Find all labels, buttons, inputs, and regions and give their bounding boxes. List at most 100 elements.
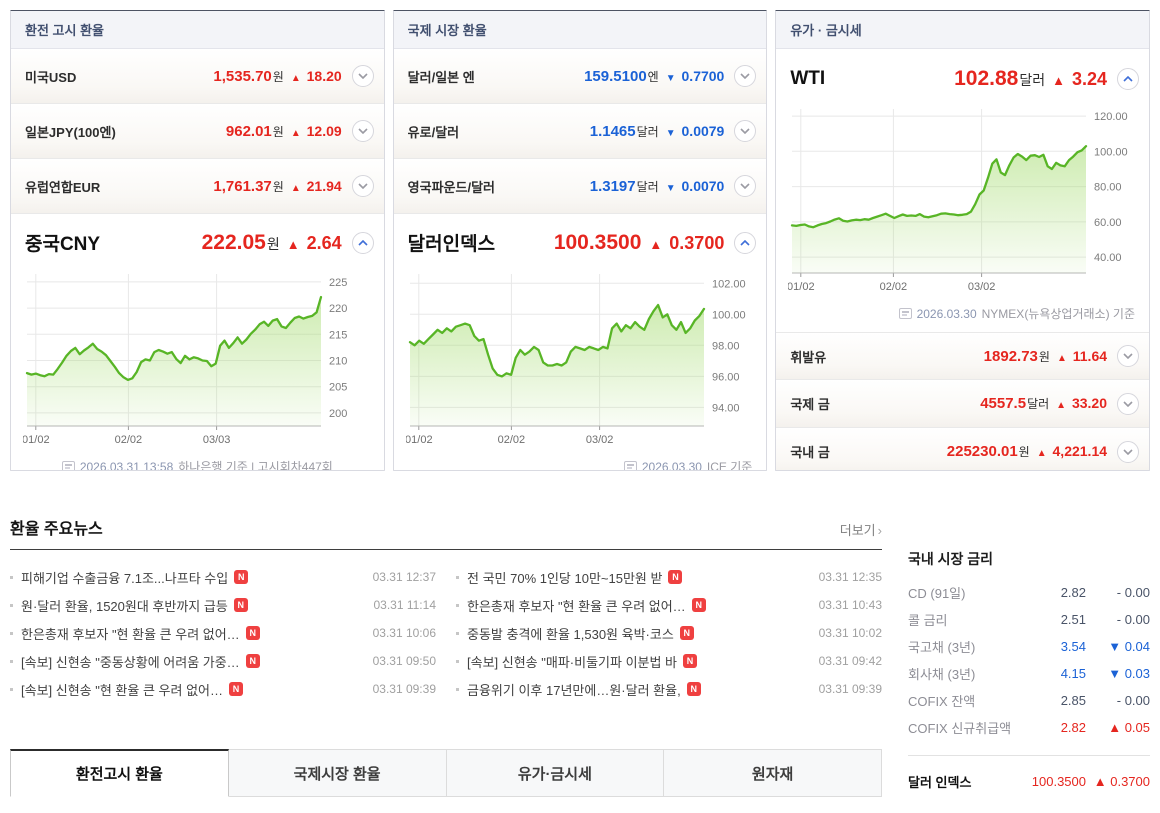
chevron-down-icon[interactable] [1117, 392, 1140, 415]
panel-title-international-fx: 국제 시장 환율 [393, 11, 767, 49]
quote-unit: 엔 [647, 69, 659, 84]
rate-row[interactable]: 달러/일본 엔 159.5100 엔 ▼ 0.7700 [393, 49, 767, 104]
chevron-up-icon[interactable] [351, 231, 374, 254]
news-more-link[interactable]: 더보기 › [839, 523, 882, 538]
quote-values: 1.3197 달러 ▼ 0.0070 [532, 178, 725, 195]
up-arrow-icon: ▲ [290, 72, 301, 84]
quote-values: 4557.5 달러 ▲ 33.20 [914, 395, 1107, 412]
dollar-index-row[interactable]: 달러 인덱스 100.3500 ▲ 0.3700 [908, 768, 1150, 795]
news-title: 전 국민 70% 1인당 10만~15만원 받 [467, 570, 663, 586]
panel-international-fx: 국제 시장 환율 달러/일본 엔 159.5100 엔 ▼ 0.7700 유로/달러 1.… [392, 10, 768, 471]
tab-2[interactable]: 국제시장 환율 [228, 749, 447, 797]
svg-text:03/02: 03/02 [968, 281, 996, 293]
svg-text:100.00: 100.00 [712, 309, 746, 321]
tab-1[interactable]: 환전고시 환율 [10, 749, 229, 797]
expanded-rate-item[interactable]: 달러인덱스 100.3500 ▲ 0.3700 [394, 214, 767, 264]
rate-quote-row[interactable]: 콜 금리 2.51 - 0.00 [908, 606, 1150, 633]
news-time: 03.31 12:35 [818, 570, 882, 584]
rate-row[interactable]: 미국USD 1,535.70 원 ▲ 18.20 [11, 49, 384, 104]
rates-rows: CD (91일) 2.82 - 0.00 콜 금리 2.51 - 0.00 국고채 (3년)… [908, 579, 1150, 741]
chevron-down-icon[interactable] [351, 175, 374, 197]
dollar-index-summary: 달러 인덱스 100.3500 ▲ 0.3700 [908, 768, 1150, 795]
new-badge-icon: N [668, 570, 683, 584]
chevron-down-icon[interactable] [734, 120, 757, 142]
rate-change: - 0.00 [1116, 585, 1150, 600]
quote-values: 962.01 원 ▲ 12.09 [149, 123, 342, 140]
chevron-up-icon[interactable] [1117, 68, 1140, 90]
news-columns: 피해기업 수출금융 7.1조...나프타 수입 N 03.31 12:37 원·달러 … [10, 563, 882, 703]
chevron-down-icon[interactable] [351, 120, 374, 142]
news-title: 중동발 충격에 환율 1,530원 육박·코스 [467, 626, 674, 642]
news-item[interactable]: [속보] 신현송 "중동상황에 어려움 가중… N 03.31 09:50 [10, 647, 436, 675]
rate-label: 유로/달러 [407, 124, 460, 140]
quote-value: 222.05 [201, 230, 266, 254]
svg-text:01/02: 01/02 [788, 281, 815, 293]
news-title: 피해기업 수출금융 7.1조...나프타 수입 [21, 570, 229, 586]
rate-value: 2.82 [1060, 585, 1086, 600]
quote-unit: 원 [272, 69, 284, 84]
rate-name: 회사채 (3년) [908, 667, 976, 682]
svg-text:03/02: 03/02 [586, 434, 614, 446]
rate-quote-row[interactable]: 국고채 (3년) 3.54 ▼ 0.04 [908, 633, 1150, 660]
rate-quote-row[interactable]: COFIX 잔액 2.85 - 0.00 [908, 687, 1150, 714]
chevron-down-icon[interactable] [1117, 440, 1140, 463]
rate-quote-row[interactable]: COFIX 신규취급액 2.82 ▲ 0.05 [908, 714, 1150, 741]
quote-change: ▲ 11.64 [1056, 347, 1108, 364]
expanded-rate-item[interactable]: WTI 102.88 달러 ▲ 3.24 [776, 49, 1149, 99]
rate-row[interactable]: 국내 금 225230.01 원 ▲ 4,221.14 [776, 428, 1150, 470]
svg-text:02/02: 02/02 [497, 434, 525, 446]
new-badge-icon: N [691, 598, 706, 612]
rate-quote-row[interactable]: CD (91일) 2.82 - 0.00 [908, 579, 1150, 606]
down-arrow-icon: ▼ [665, 182, 676, 194]
news-column-right: 전 국민 70% 1인당 10만~15만원 받 N 03.31 12:35 한은총재 … [456, 563, 882, 703]
rate-value: 2.51 [1060, 612, 1086, 627]
new-badge-icon: N [233, 598, 248, 612]
rate-row[interactable]: 국제 금 4557.5 달러 ▲ 33.20 [776, 380, 1150, 428]
new-badge-icon: N [229, 682, 243, 696]
news-title: 한은총재 후보자 "현 환율 큰 우려 없어… [21, 626, 240, 642]
rate-name: COFIX 신규취급액 [908, 721, 1012, 736]
chart-area: 102.00 100.00 98.00 96.00 94.00 01/02 02/02 03/… [394, 264, 767, 451]
news-item[interactable]: [속보] 신현송 "매파·비둘기파 이분법 바 N 03.31 09:42 [456, 647, 882, 675]
chart-source-note: 2026.03.30 ICE 기준 [394, 451, 767, 471]
source-text: ICE 기준 [706, 460, 753, 471]
news-item[interactable]: 중동발 충격에 환율 1,530원 육박·코스 N 03.31 10:02 [456, 619, 882, 647]
chevron-up-icon[interactable] [734, 231, 757, 254]
news-item[interactable]: 한은총재 후보자 "현 환율 큰 우려 없어… N 03.31 10:06 [10, 619, 436, 647]
news-item[interactable]: 원·달러 환율, 1520원대 후반까지 급등 N 03.31 11:14 [10, 591, 436, 619]
source-text: 하나은행 기준 | 고시회차447회 [178, 460, 333, 471]
quote-value: 1892.73 [983, 347, 1038, 365]
up-arrow-icon: ▲ [286, 236, 300, 252]
news-item[interactable]: 금융위기 이후 17년만에…원·달러 환율, N 03.31 09:39 [456, 675, 882, 703]
rate-row[interactable]: 휘발유 1892.73 원 ▲ 11.64 [776, 332, 1150, 380]
expanded-rate-item[interactable]: 중국CNY 222.05 원 ▲ 2.64 [11, 214, 384, 264]
news-item[interactable]: 피해기업 수출금융 7.1조...나프타 수입 N 03.31 12:37 [10, 563, 436, 591]
source-text: NYMEX(뉴욕상업거래소) 기준 [981, 307, 1136, 321]
rate-name: COFIX 잔액 [908, 694, 976, 709]
news-time: 03.31 09:42 [818, 654, 882, 668]
chevron-down-icon[interactable] [734, 175, 757, 197]
chevron-down-icon[interactable] [1117, 345, 1140, 367]
svg-text:120.00: 120.00 [1094, 111, 1128, 123]
new-badge-icon: N [683, 654, 698, 668]
rate-row[interactable]: 유럽연합EUR 1,761.37 원 ▲ 21.94 [11, 159, 384, 214]
rate-name: 콜 금리 [908, 613, 948, 628]
svg-text:60.00: 60.00 [1094, 217, 1122, 229]
tab-4[interactable]: 원자재 [664, 749, 882, 797]
new-badge-icon: N [245, 654, 260, 668]
chevron-down-icon[interactable] [351, 65, 374, 87]
rate-quote-row[interactable]: 회사채 (3년) 4.15 ▼ 0.03 [908, 660, 1150, 687]
rate-label: 달러/일본 엔 [407, 69, 475, 85]
rate-row[interactable]: 유로/달러 1.1465 달러 ▼ 0.0079 [393, 104, 767, 159]
news-time: 03.31 10:43 [818, 598, 882, 612]
news-item[interactable]: [속보] 신현송 "현 환율 큰 우려 없어… N 03.31 09:39 [10, 675, 436, 703]
quote-values: 100.3500 ▲ 0.3700 [495, 231, 725, 255]
chevron-down-icon[interactable] [734, 65, 757, 87]
tab-3[interactable]: 유가·금시세 [446, 749, 665, 797]
divider [908, 755, 1150, 756]
rate-row[interactable]: 영국파운드/달러 1.3197 달러 ▼ 0.0070 [393, 159, 767, 214]
news-item[interactable]: 전 국민 70% 1인당 10만~15만원 받 N 03.31 12:35 [456, 563, 882, 591]
rate-change: ▼ 0.04 [1108, 639, 1150, 654]
rate-row[interactable]: 일본JPY(100엔) 962.01 원 ▲ 12.09 [11, 104, 384, 159]
news-item[interactable]: 한은총재 후보자 "현 환율 큰 우려 없어… N 03.31 10:43 [456, 591, 882, 619]
